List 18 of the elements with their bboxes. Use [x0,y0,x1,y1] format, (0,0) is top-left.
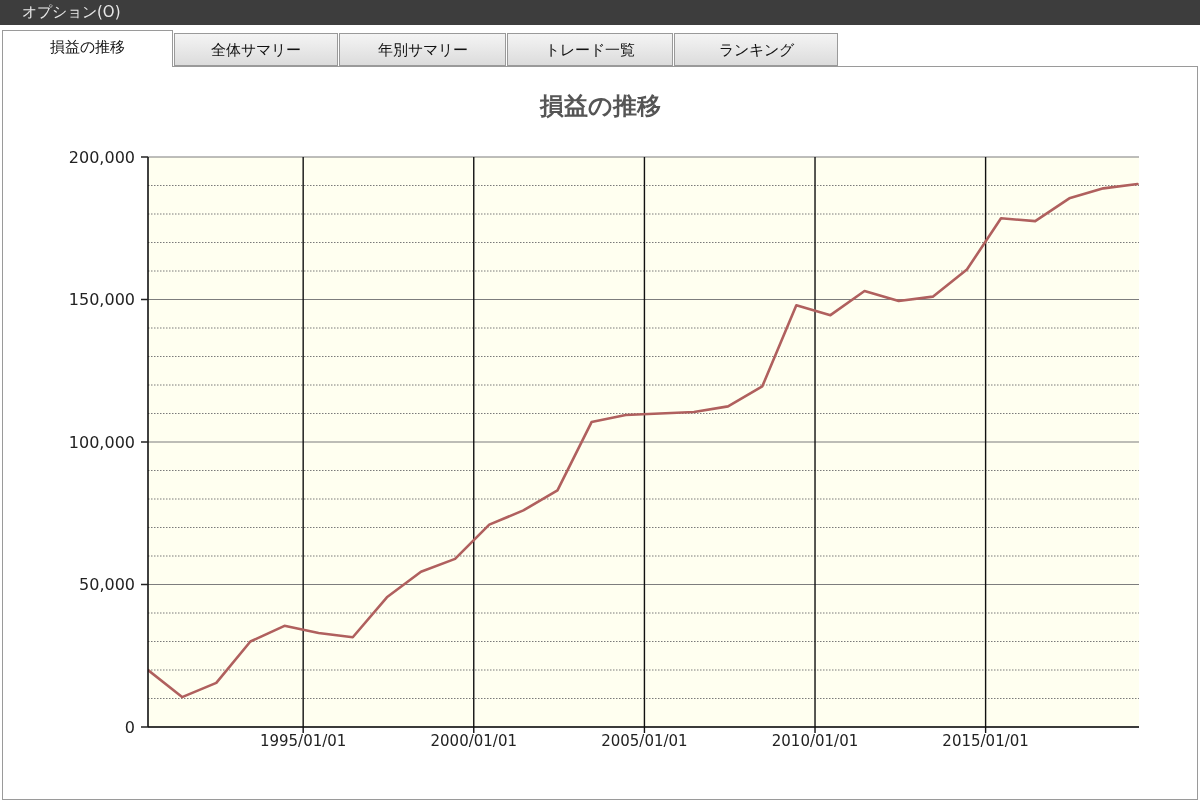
line-series [148,182,1139,699]
y-tick-label: 50,000 [79,575,135,594]
x-tick-label: 2000/01/01 [430,731,517,750]
x-tick-label: 2005/01/01 [601,731,688,750]
text: オプション(O) [22,3,121,22]
y-tick-label: 200,000 [68,147,135,167]
chart-title: 損益の推移 [538,91,662,121]
text: 損益の推移 [50,38,125,56]
text: ランキング [718,40,794,59]
text: 年別サマリー [377,40,468,59]
x-tick-label: 2015/01/01 [942,731,1029,750]
x-tick-label: 2010/01/01 [771,731,859,750]
y-tick-label: 150,000 [68,290,135,309]
text: 全体サマリー [211,40,301,59]
y-tick-label: 100,000 [68,432,135,452]
text: トレード一覧 [545,40,635,59]
x-tick-label: 1995/01/01 [259,731,347,750]
y-tick-label: 0 [124,717,135,737]
